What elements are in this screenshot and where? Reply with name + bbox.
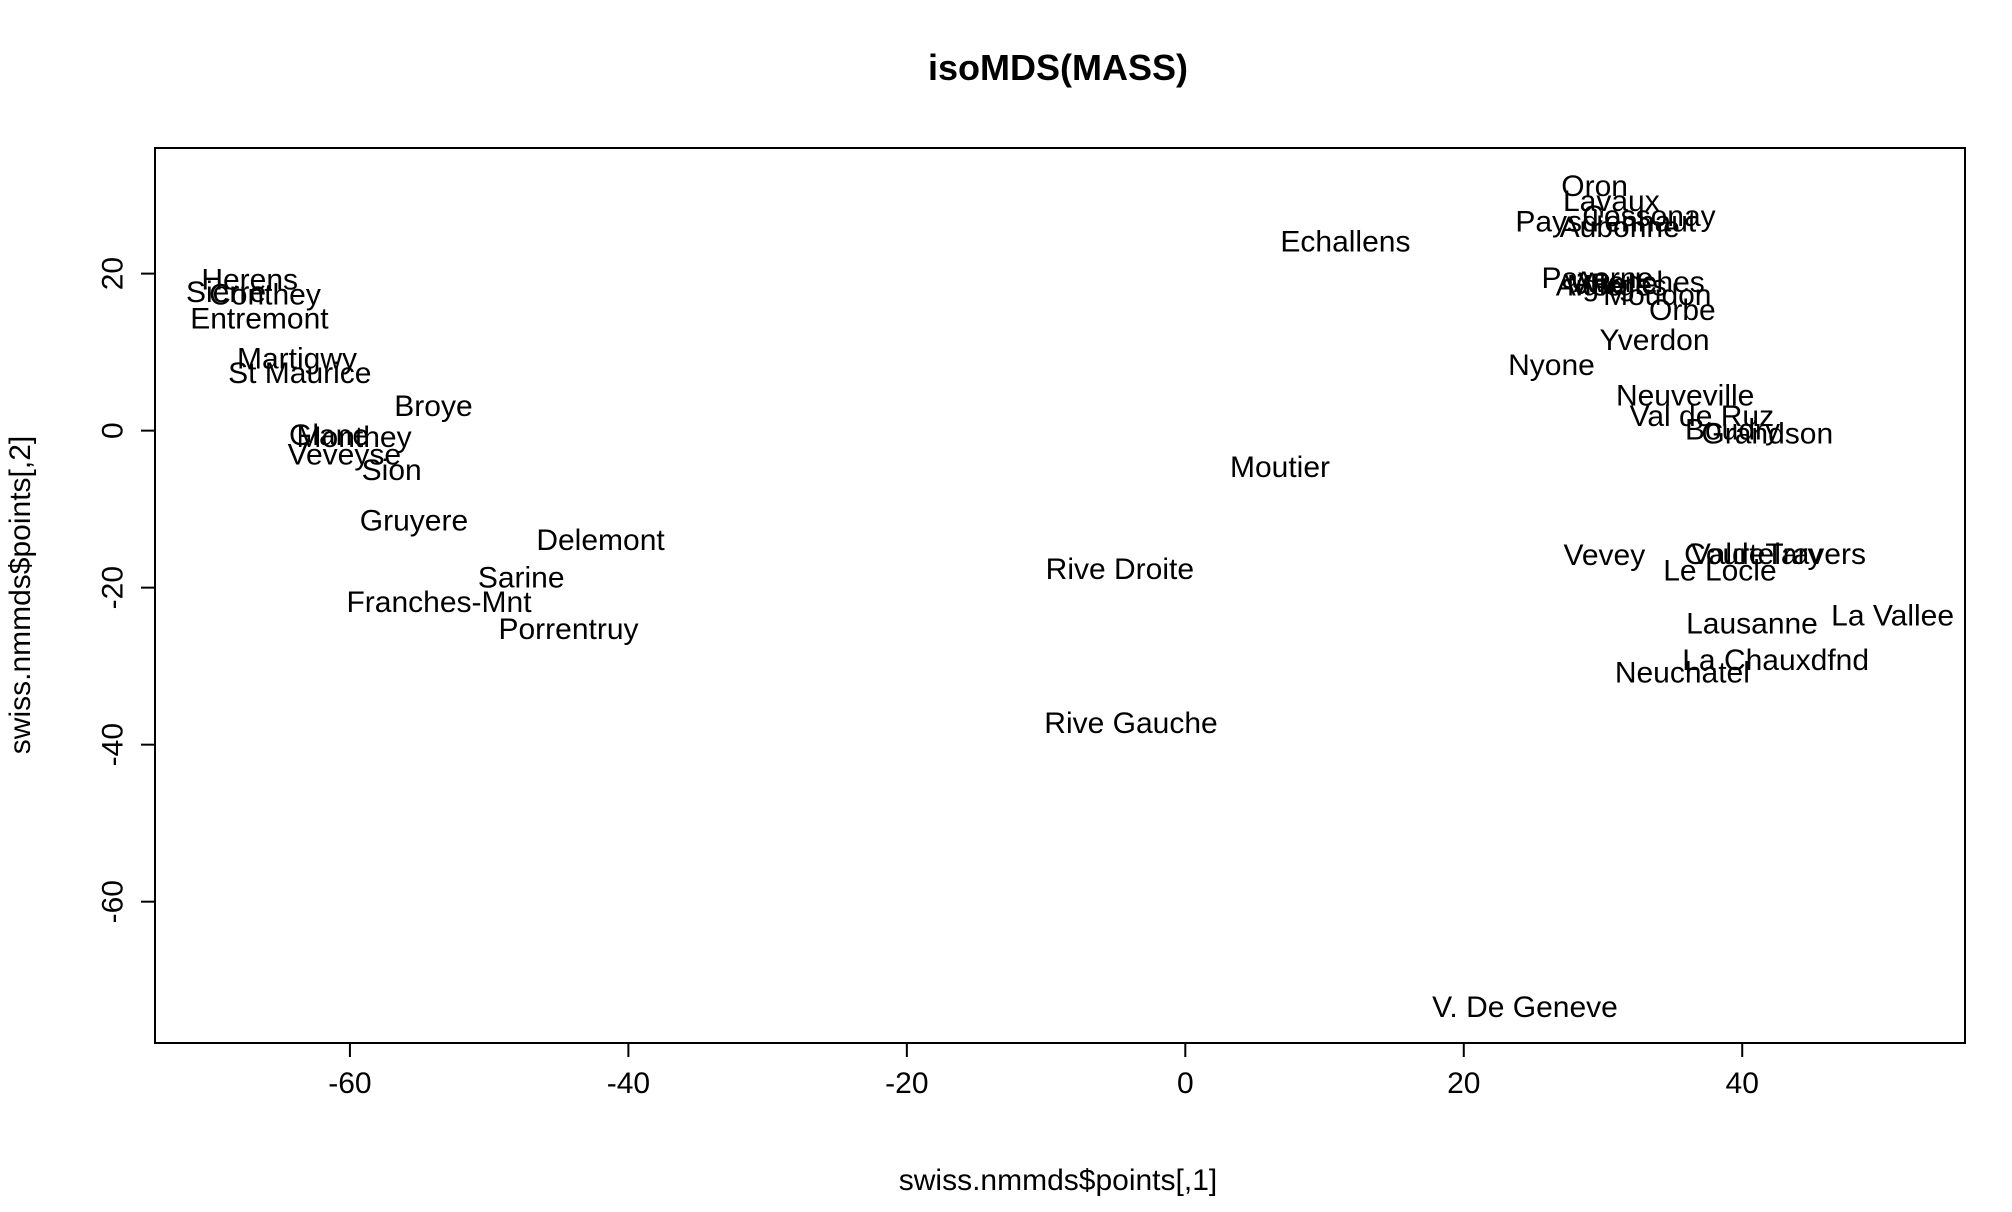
x-tick-label: -40 <box>607 1067 650 1100</box>
y-tick-label: -60 <box>97 880 130 923</box>
point-label: Glane <box>289 419 369 452</box>
point-label: Conthey <box>209 278 321 311</box>
point-label: Aigle <box>1556 270 1623 303</box>
point-label: Yverdon <box>1599 324 1709 357</box>
point-label: ValdeTravers <box>1691 538 1866 571</box>
y-tick-label: -40 <box>97 723 130 766</box>
point-label: Le Locle <box>1663 555 1776 588</box>
point-label: Paysd'enhaut <box>1515 205 1697 238</box>
point-label: Echallens <box>1280 226 1410 259</box>
point-label: Lausanne <box>1686 607 1818 640</box>
point-label: Morges <box>1567 270 1667 303</box>
point-label: Rive Gauche <box>1044 707 1217 740</box>
y-tick-label: -20 <box>97 566 130 609</box>
x-axis: -60 -40 -20 0 20 40 <box>328 1042 1759 1100</box>
point-label: Monthey <box>297 421 412 454</box>
point-label: Nyone <box>1508 349 1595 382</box>
chart-title: isoMDS(MASS) <box>928 47 1188 88</box>
x-tick-label: 20 <box>1447 1067 1480 1100</box>
point-label: Porrentruy <box>498 613 638 646</box>
point-label: Val de Ruz <box>1630 400 1775 433</box>
point-label: Delemont <box>536 524 665 557</box>
point-label: V. De Geneve <box>1432 991 1618 1024</box>
point-label: Payerne <box>1542 262 1654 295</box>
point-label: Lavaux <box>1563 185 1660 218</box>
x-tick-label: 40 <box>1726 1067 1759 1100</box>
point-label: Grandson <box>1701 417 1833 450</box>
point-label: Gruyere <box>360 504 468 537</box>
point-label: Neuveville <box>1616 380 1754 413</box>
point-label: Moutier <box>1230 451 1330 484</box>
point-label: Broye <box>394 390 472 423</box>
y-axis: -60 -40 -20 0 20 <box>97 257 156 923</box>
point-label: St Maurice <box>228 357 371 390</box>
point-label: La Vallee <box>1831 599 1954 632</box>
point-label: Veveyse <box>288 438 401 471</box>
point-label: La Chauxdfnd <box>1682 644 1869 677</box>
point-label: Sierre <box>186 276 266 309</box>
point-label: Avenches <box>1574 266 1705 299</box>
x-axis-title: swiss.nmmds$points[,1] <box>899 1164 1217 1197</box>
point-label: Herens <box>201 263 298 296</box>
point-label: Sion <box>362 454 422 487</box>
x-tick-label: 0 <box>1177 1067 1194 1100</box>
point-label: Sarine <box>478 562 565 595</box>
point-label: Franches-Mnt <box>346 586 532 619</box>
point-label: Entremont <box>190 303 329 336</box>
y-axis-title: swiss.nmmds$points[,2] <box>4 436 37 754</box>
point-label: Rive Droite <box>1046 553 1194 586</box>
x-tick-label: -20 <box>885 1067 928 1100</box>
point-label: Moudon <box>1603 279 1711 312</box>
point-label: Cossonay <box>1582 200 1715 233</box>
point-label: Aubonne <box>1560 211 1680 244</box>
x-tick-label: -60 <box>328 1067 371 1100</box>
y-tick-label: 20 <box>97 257 130 290</box>
point-label: Boudry <box>1685 413 1780 446</box>
point-label: Oron <box>1561 170 1628 203</box>
point-label: Courtelary <box>1684 538 1822 571</box>
y-tick-label: 0 <box>97 422 130 439</box>
point-label: Vevey <box>1564 539 1646 572</box>
point-label: Neuchatel <box>1615 657 1750 690</box>
point-label: Rolle <box>1590 268 1658 301</box>
point-label: Martigwy <box>237 343 357 376</box>
point-label: Orbe <box>1649 294 1716 327</box>
